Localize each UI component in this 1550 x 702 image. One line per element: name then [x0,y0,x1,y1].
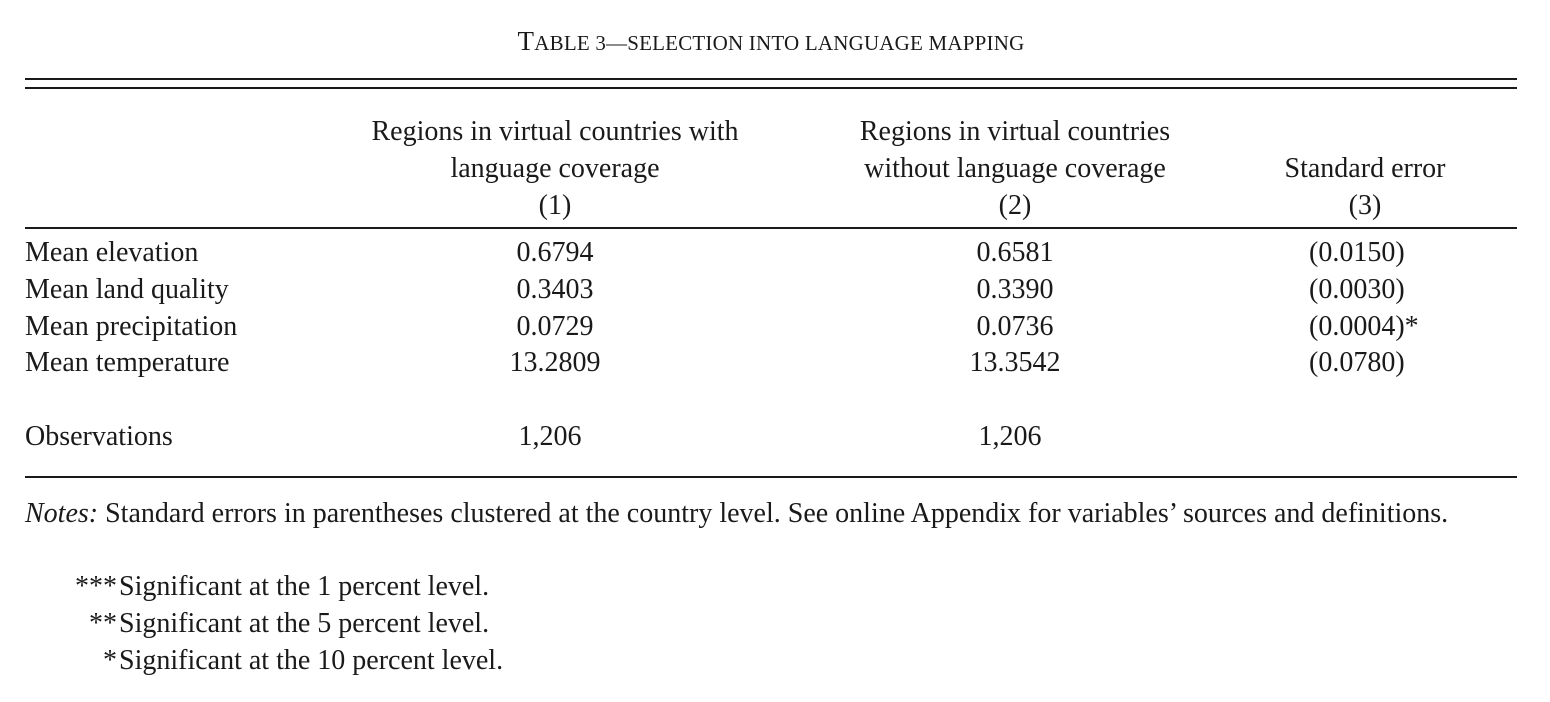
column-header-3-number: (3) [1348,190,1382,221]
row-value-col1: 0.0729 [516,311,594,342]
column-header-2: Regions in virtual countries without lan… [790,113,1240,224]
table-title: Table 3—Selection into Language Mapping [25,26,1517,57]
row-label: Mean precipitation [25,311,238,342]
column-header-3: Standard error (3) [1235,113,1495,224]
observations-col2: 1,206 [978,421,1042,452]
row-value-col3: (0.0150) [1309,237,1405,268]
row-value-col3: (0.0030) [1309,274,1405,305]
significance-text: Significant at the 1 percent level. [119,571,490,602]
column-header-1-line2: language coverage [450,153,660,184]
observations-row: Observations 1,206 1,206 [25,418,1517,455]
top-rule-2 [25,87,1517,89]
row-value-col1: 0.3403 [516,274,594,305]
column-header-3-line1 [1235,113,1495,150]
observations-col1: 1,206 [518,421,582,452]
row-value-col3: (0.0004)* [1309,311,1419,342]
header-rule [25,227,1517,229]
table-row: Mean temperature 13.2809 13.3542 (0.0780… [25,344,1517,381]
row-value-col3: (0.0780) [1309,347,1405,378]
significance-stars: ** [89,608,117,639]
row-value-col2: 0.6581 [976,237,1054,268]
table-row: Mean elevation 0.6794 0.6581 (0.0150) [25,234,1517,271]
bottom-rule [25,476,1517,478]
column-header-1-line1: Regions in virtual countries with [371,116,739,147]
row-label: Mean elevation [25,237,199,268]
significance-stars: *** [75,571,117,602]
significance-text: Significant at the 5 percent level. [119,608,490,639]
significance-stars: * [103,645,117,676]
column-header-1-number: (1) [538,190,572,221]
table-row: Mean precipitation 0.0729 0.0736 (0.0004… [25,308,1517,345]
column-header-3-line2: Standard error [1284,153,1446,184]
column-header-2-number: (2) [998,190,1032,221]
significance-text: Significant at the 10 percent level. [119,645,504,676]
table-row: Mean land quality 0.3403 0.3390 (0.0030) [25,271,1517,308]
table-notes: Notes: Standard errors in parentheses cl… [25,495,1517,532]
row-value-col2: 0.3390 [976,274,1054,305]
top-rule-1 [25,78,1517,80]
notes-text: Standard errors in parentheses clustered… [98,498,1449,529]
column-header-1: Regions in virtual countries with langua… [330,113,780,224]
row-value-col1: 13.2809 [509,347,601,378]
notes-label: Notes: [25,498,99,529]
column-header-2-line2: without language coverage [864,153,1166,184]
row-value-col2: 13.3542 [969,347,1061,378]
observations-label: Observations [25,421,173,452]
table-title-rest: able 3—Selection into Language Mapping [534,31,1025,55]
row-value-col2: 0.0736 [976,311,1054,342]
table-title-lead: T [517,26,535,56]
row-label: Mean temperature [25,347,230,378]
row-value-col1: 0.6794 [516,237,594,268]
row-label: Mean land quality [25,274,229,305]
column-header-2-line1: Regions in virtual countries [859,116,1171,147]
